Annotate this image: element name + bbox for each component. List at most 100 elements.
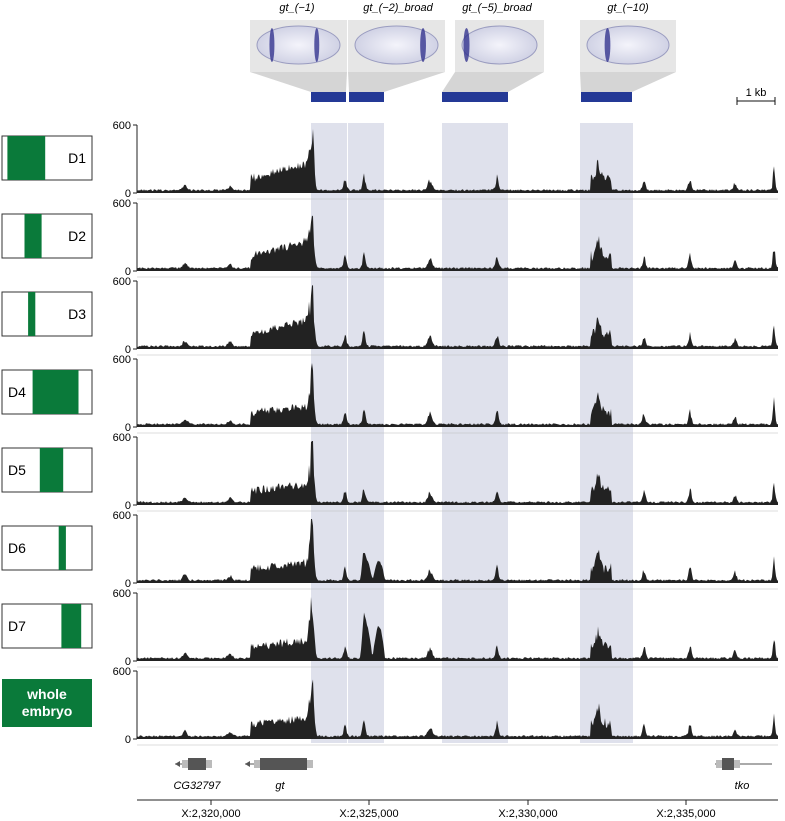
signal-area [137,285,778,349]
y-tick-label: 600 [113,198,131,210]
enhancer-label: gt_(−1) [279,2,314,14]
stain-stripe [604,28,611,62]
embryo [461,25,538,65]
enhancer-bar [442,92,508,102]
domain-fill [58,526,66,570]
y-tick-label: 600 [113,354,131,366]
signal-track: 600 0 [113,432,778,512]
genomic-x-axis: X:2,320,000 X:2,325,000 X:2,330,000 X:2,335… [137,799,778,820]
domain-box: D1 [1,135,93,181]
domain-label: D5 [8,462,26,478]
domain-box: D5 [1,447,93,493]
signal-area [137,679,778,739]
whole-embryo-box [2,679,92,727]
callout-wedge [580,72,676,92]
domain-outline [1,291,93,337]
gene-name: gt [275,780,285,792]
x-tick-label: X:2,320,000 [181,808,240,820]
signal-track: 600 0 [113,666,778,746]
domain-label: D3 [68,306,86,322]
domain-box: D4 [1,369,93,415]
embryo-image [455,20,544,72]
embryo-image [348,20,445,72]
domain-box: D3 [1,291,93,337]
domain-box: D6 [1,525,93,571]
y-tick-label: 600 [113,432,131,444]
signal-track: 600 0 [113,510,778,590]
enhancer-label: gt_(−2)_broad [363,2,433,14]
x-tick-label: X:2,335,000 [656,808,715,820]
enhancer-bar [311,92,346,102]
enhancer-bar [581,92,632,102]
domain-box: D2 [1,213,93,259]
domain-fill [24,214,42,258]
y-tick-label: 0 [125,734,131,746]
scale-bar-label: 1 kb [746,87,767,99]
embryo [256,25,341,65]
scale-bar: 1 kb [736,87,776,105]
callout-wedge [250,72,347,92]
domain-label: whole [26,686,67,702]
stain-stripe [463,28,470,62]
domain-outline [1,525,93,571]
domain-label: D2 [68,228,86,244]
y-tick-label: 0 [125,578,131,590]
domain-label: D4 [8,384,26,400]
callout-wedge [442,72,544,92]
embryo [354,25,439,65]
y-tick-label: 0 [125,188,131,200]
enhancer-bar [349,92,384,102]
signal-track: 600 0 [113,588,778,668]
signal-track: 600 0 [113,276,778,356]
signal-track: 600 0 [113,198,778,278]
domain-fill [7,136,46,180]
domain-box: D7 [1,603,93,649]
stain-stripe [269,28,275,62]
signal-area [137,597,778,661]
gene-name: CG32797 [173,780,221,792]
signal-area [137,441,778,505]
callout-wedge [348,72,445,92]
x-tick-label: X:2,325,000 [339,808,398,820]
domain-fill [61,604,82,648]
enhancer-label: gt_(−10) [607,2,649,14]
enhancer-label: gt_(−5)_broad [462,2,532,14]
gene-model: CG32797 [173,758,221,792]
gene-name: tko [735,780,750,792]
domain-outline [1,213,93,259]
signal-track: 600 0 [113,354,778,434]
domain-fill [39,448,64,492]
y-tick-label: 600 [113,588,131,600]
stain-stripe [420,28,426,62]
embryo-image [580,20,676,72]
embryo-image [250,20,347,72]
y-tick-label: 0 [125,422,131,434]
enhancer-callouts [250,72,676,92]
embryo-in-situ-images [250,20,676,72]
domain-label: D1 [68,150,86,166]
exon [722,758,734,770]
y-tick-label: 0 [125,656,131,668]
strand-arrow [175,761,180,767]
signal-area [137,215,778,271]
gene-models: CG32797 gt tko [173,758,772,792]
strand-arrow [245,761,250,767]
y-tick-label: 600 [113,510,131,522]
gene-model: tko [715,758,772,792]
domain-fill [28,292,36,336]
embryo [586,25,670,65]
y-tick-label: 600 [113,276,131,288]
signal-track: 600 0 [113,120,778,200]
y-tick-label: 600 [113,120,131,132]
y-tick-label: 0 [125,344,131,356]
y-tick-label: 600 [113,666,131,678]
stain-stripe [314,28,320,62]
domain-fill [32,370,79,414]
signal-area [137,519,778,583]
exon [260,758,307,770]
enhancer-bars [311,92,632,102]
